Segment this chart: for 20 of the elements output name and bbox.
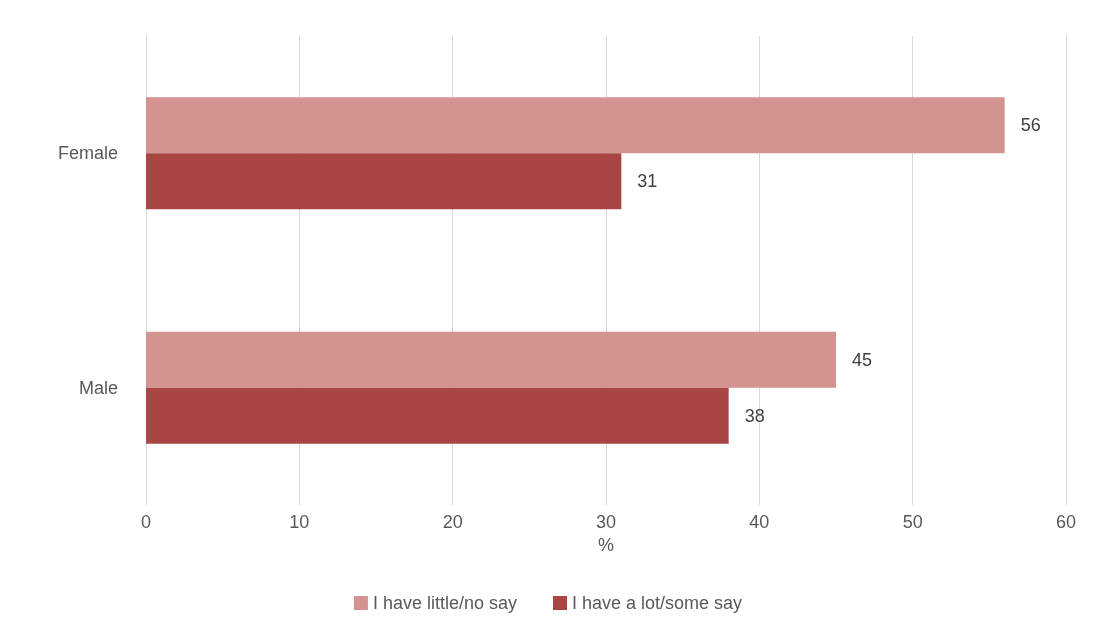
x-axis-title: %: [597, 534, 615, 555]
data-label: 38: [744, 405, 765, 426]
bar: [146, 153, 622, 210]
legend-label: I have little/no say: [372, 593, 518, 613]
y-tick-label: Male: [78, 377, 118, 398]
data-label: 31: [637, 171, 658, 192]
bar: [146, 331, 836, 388]
data-label: 45: [852, 349, 873, 370]
x-tick-label: 60: [1055, 512, 1077, 532]
bar: [146, 97, 1005, 154]
bar: [146, 387, 729, 444]
legend-label: I have a lot/some say: [572, 593, 743, 613]
x-tick-label: 30: [595, 512, 617, 532]
x-tick-label: 50: [902, 512, 923, 532]
y-tick-label: Female: [57, 143, 118, 164]
x-tick-label: 10: [289, 512, 310, 532]
x-tick-label: 0: [140, 512, 152, 532]
x-tick-label: 20: [442, 512, 463, 532]
data-label: 56: [1020, 115, 1041, 136]
x-tick-label: 40: [749, 512, 770, 532]
